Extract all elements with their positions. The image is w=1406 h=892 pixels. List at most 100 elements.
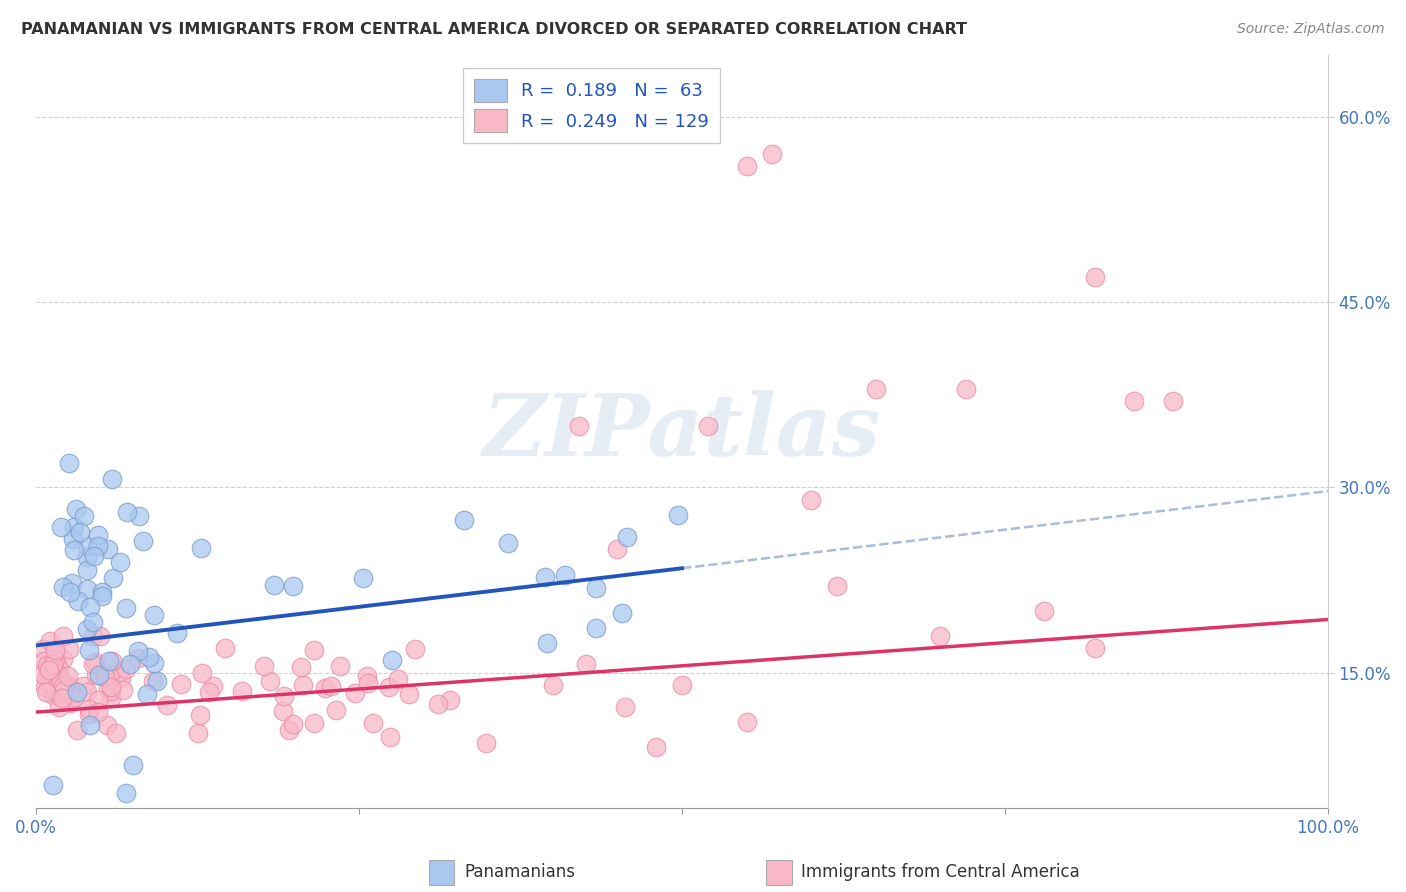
Point bbox=[541, 678, 564, 692]
Point bbox=[44, 646, 66, 660]
Point bbox=[135, 687, 157, 701]
Point bbox=[304, 643, 326, 657]
Point bbox=[73, 509, 96, 524]
Point bbox=[291, 678, 314, 692]
Point bbox=[1084, 640, 1107, 655]
Point bbox=[404, 642, 426, 657]
Point bbox=[34, 685, 56, 699]
Point bbox=[100, 655, 122, 669]
Point bbox=[45, 680, 67, 694]
Point bbox=[132, 533, 155, 548]
Point bbox=[62, 690, 84, 705]
Point bbox=[110, 671, 132, 685]
Point bbox=[69, 525, 91, 540]
Point bbox=[82, 629, 104, 643]
Point bbox=[37, 682, 59, 697]
Point bbox=[671, 678, 693, 692]
Point bbox=[59, 696, 82, 710]
Point bbox=[343, 685, 366, 699]
Point bbox=[606, 542, 628, 557]
Point bbox=[45, 678, 67, 692]
Point bbox=[46, 659, 69, 673]
Point bbox=[314, 681, 336, 696]
Point bbox=[98, 654, 121, 668]
Point bbox=[76, 685, 98, 699]
Point bbox=[38, 634, 60, 648]
Point bbox=[865, 382, 887, 396]
Point bbox=[115, 505, 138, 519]
Point bbox=[325, 703, 347, 717]
Point bbox=[101, 571, 124, 585]
Point bbox=[76, 539, 98, 553]
Point bbox=[142, 607, 165, 622]
Point bbox=[955, 382, 977, 396]
Point bbox=[554, 567, 576, 582]
Point bbox=[453, 513, 475, 527]
Point bbox=[352, 571, 374, 585]
Text: ZIPatlas: ZIPatlas bbox=[482, 390, 882, 474]
Point bbox=[63, 520, 86, 534]
Point bbox=[52, 682, 75, 697]
Point bbox=[357, 675, 380, 690]
Point bbox=[645, 739, 668, 754]
Point bbox=[100, 691, 122, 706]
Point bbox=[37, 667, 59, 681]
Point bbox=[378, 730, 401, 744]
Point bbox=[51, 520, 73, 534]
Point bbox=[53, 676, 76, 690]
Point bbox=[536, 636, 558, 650]
Point bbox=[100, 680, 122, 694]
Point bbox=[100, 684, 122, 698]
Point bbox=[202, 679, 225, 693]
Point bbox=[143, 657, 166, 671]
Point bbox=[59, 687, 82, 701]
Point bbox=[187, 726, 209, 740]
Point bbox=[496, 536, 519, 550]
Point bbox=[568, 418, 591, 433]
Point bbox=[34, 680, 56, 694]
Point bbox=[1123, 393, 1146, 408]
Point bbox=[51, 580, 73, 594]
Point bbox=[52, 679, 75, 693]
Point bbox=[87, 539, 110, 553]
Point bbox=[44, 642, 66, 657]
Point bbox=[58, 641, 80, 656]
Point bbox=[87, 527, 110, 541]
Point bbox=[98, 667, 121, 681]
Point bbox=[281, 717, 304, 731]
Point bbox=[48, 673, 70, 688]
Point bbox=[253, 659, 276, 673]
Point bbox=[190, 541, 212, 556]
Point bbox=[83, 655, 105, 669]
Point bbox=[76, 622, 98, 636]
Point bbox=[613, 699, 636, 714]
Point bbox=[65, 501, 87, 516]
Point bbox=[77, 707, 100, 722]
Point bbox=[44, 684, 66, 698]
Point bbox=[735, 159, 758, 173]
Point bbox=[281, 579, 304, 593]
Point bbox=[37, 657, 59, 672]
Point bbox=[41, 677, 63, 691]
Point bbox=[356, 669, 378, 683]
Point bbox=[87, 705, 110, 719]
Point bbox=[273, 704, 295, 718]
Point bbox=[89, 629, 111, 643]
Point bbox=[1032, 604, 1054, 618]
Point bbox=[82, 615, 104, 629]
Point bbox=[231, 683, 253, 698]
Point bbox=[52, 686, 75, 700]
Point bbox=[188, 708, 211, 723]
Point bbox=[290, 660, 312, 674]
Point bbox=[128, 508, 150, 523]
Point bbox=[108, 665, 131, 679]
Point bbox=[381, 653, 404, 667]
Point bbox=[696, 418, 718, 433]
Point bbox=[825, 579, 848, 593]
Point bbox=[114, 600, 136, 615]
Point bbox=[387, 673, 409, 687]
Point bbox=[121, 758, 143, 772]
Point bbox=[32, 642, 55, 657]
Point bbox=[108, 555, 131, 569]
Point bbox=[62, 576, 84, 591]
